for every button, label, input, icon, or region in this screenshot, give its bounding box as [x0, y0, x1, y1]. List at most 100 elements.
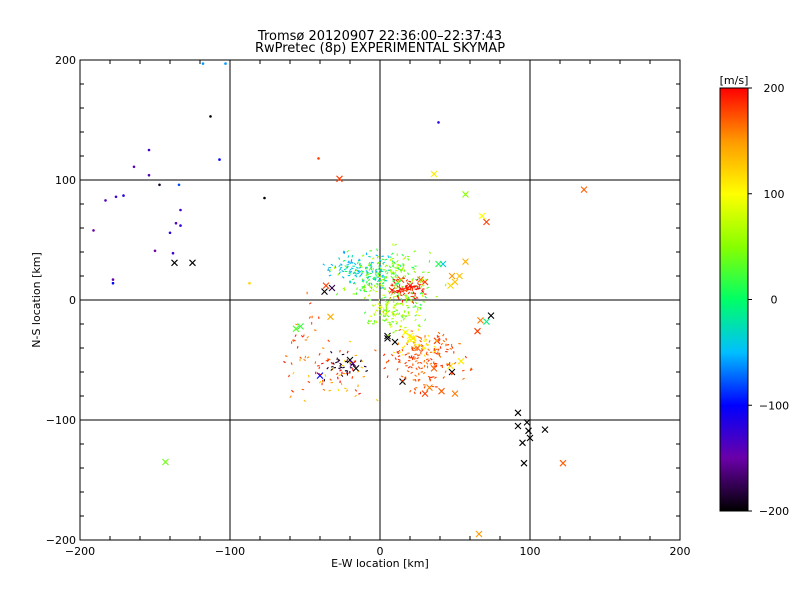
velocity-vector [414, 388, 416, 390]
velocity-vector [388, 310, 390, 312]
velocity-vector [371, 287, 372, 289]
velocity-vector [424, 355, 425, 357]
velocity-vector [346, 390, 348, 392]
velocity-vector [398, 356, 400, 357]
velocity-vector [360, 289, 362, 291]
colorbar-tick-label: −200 [759, 505, 789, 518]
colorbar-gradient [720, 88, 748, 511]
velocity-vector [414, 251, 416, 253]
velocity-vector [388, 360, 389, 362]
velocity-vector [404, 327, 406, 328]
velocity-vector [368, 294, 370, 296]
velocity-vector [344, 388, 346, 389]
velocity-vector [345, 266, 347, 268]
data-point-x [458, 358, 464, 364]
data-point-dot [133, 166, 136, 169]
data-point-x [452, 391, 458, 397]
velocity-vector [452, 346, 453, 348]
velocity-vector [305, 356, 306, 358]
velocity-vector [377, 286, 378, 288]
velocity-vector [385, 271, 387, 273]
velocity-vector [290, 396, 292, 398]
velocity-vector [338, 368, 340, 369]
velocity-vector [309, 316, 310, 318]
velocity-vector [376, 310, 378, 311]
data-point-x [172, 260, 178, 266]
velocity-vector [338, 377, 339, 379]
velocity-vector [392, 292, 394, 293]
velocity-vector [381, 288, 383, 289]
velocity-vector [399, 326, 401, 327]
velocity-vector [297, 346, 298, 348]
velocity-vector [385, 314, 386, 316]
velocity-vector [349, 273, 351, 275]
velocity-vector [423, 302, 425, 303]
velocity-vector [397, 285, 398, 287]
velocity-vector [396, 280, 398, 282]
velocity-vector [342, 271, 344, 272]
velocity-vector [349, 341, 351, 342]
velocity-vector [336, 373, 338, 375]
velocity-vector [404, 295, 406, 296]
velocity-vector [352, 376, 353, 378]
velocity-vector [408, 367, 410, 369]
velocity-vector [303, 334, 304, 336]
velocity-vector [393, 332, 395, 334]
data-point-dot [148, 149, 151, 152]
data-point-x [521, 460, 527, 466]
velocity-vector [396, 309, 398, 311]
velocity-vector [408, 311, 409, 313]
velocity-vector [399, 351, 401, 352]
velocity-vector [366, 370, 368, 371]
velocity-vector [418, 367, 420, 369]
velocity-vector [367, 284, 369, 286]
velocity-vector [403, 346, 405, 348]
velocity-vector [389, 266, 391, 268]
velocity-vector [382, 320, 384, 321]
velocity-vector [384, 367, 386, 368]
velocity-vector [339, 269, 341, 271]
velocity-vector [371, 262, 373, 263]
velocity-vector [340, 267, 342, 268]
velocity-vector [339, 258, 340, 260]
velocity-vector [330, 379, 332, 381]
velocity-vector [283, 361, 285, 362]
velocity-vector [351, 261, 352, 263]
velocity-vector [342, 365, 344, 366]
velocity-vector [402, 303, 403, 305]
velocity-vector [392, 262, 393, 264]
velocity-vector [395, 270, 397, 271]
velocity-vector [382, 282, 384, 284]
velocity-vector [446, 338, 447, 340]
velocity-vector [333, 363, 335, 365]
data-point-x [526, 428, 532, 434]
velocity-vector [382, 259, 384, 260]
x-tick-label: −100 [215, 545, 245, 558]
data-point-dot [224, 62, 227, 65]
velocity-vector [418, 337, 420, 338]
velocity-vector [344, 288, 345, 290]
velocity-vector [395, 244, 397, 245]
velocity-vector [335, 266, 336, 268]
y-tick-label: 100 [55, 174, 76, 187]
velocity-vector [408, 258, 409, 260]
velocity-vector [418, 355, 420, 356]
data-point-x [400, 379, 406, 385]
velocity-vector [409, 339, 411, 340]
velocity-vector [368, 256, 370, 257]
velocity-vector [391, 253, 393, 255]
data-point-x [463, 259, 469, 265]
velocity-vector [426, 352, 427, 354]
velocity-vector [364, 297, 366, 299]
velocity-vector [426, 359, 428, 360]
data-point-x [403, 329, 409, 335]
x-tick-label: 100 [520, 545, 541, 558]
colorbar-tick-label: −100 [759, 399, 789, 412]
velocity-vector [414, 392, 415, 394]
data-point-dot [112, 278, 115, 281]
velocity-vector [417, 283, 419, 284]
velocity-vector [376, 273, 377, 275]
velocity-vector [408, 340, 409, 342]
